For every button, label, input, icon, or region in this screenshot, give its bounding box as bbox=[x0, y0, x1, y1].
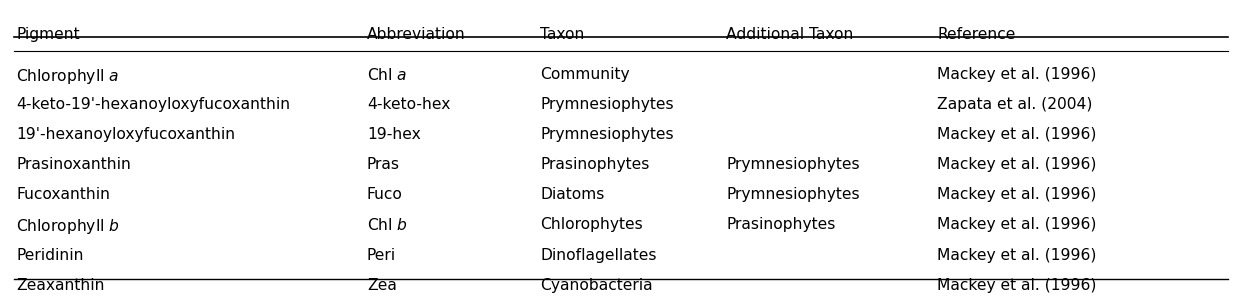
Text: Abbreviation: Abbreviation bbox=[366, 27, 466, 42]
Text: Chl $\mathit{b}$: Chl $\mathit{b}$ bbox=[366, 218, 407, 234]
Text: Prymnesiophytes: Prymnesiophytes bbox=[540, 127, 674, 142]
Text: Chlorophytes: Chlorophytes bbox=[540, 218, 643, 232]
Text: Peridinin: Peridinin bbox=[16, 247, 83, 263]
Text: Reference: Reference bbox=[936, 27, 1016, 42]
Text: Peri: Peri bbox=[366, 247, 396, 263]
Text: Fucoxanthin: Fucoxanthin bbox=[16, 187, 111, 202]
Text: Mackey et al. (1996): Mackey et al. (1996) bbox=[936, 278, 1097, 292]
Text: Additional Taxon: Additional Taxon bbox=[727, 27, 853, 42]
Text: Taxon: Taxon bbox=[540, 27, 585, 42]
Text: Zeaxanthin: Zeaxanthin bbox=[16, 278, 104, 292]
Text: Cyanobacteria: Cyanobacteria bbox=[540, 278, 653, 292]
Text: Prymnesiophytes: Prymnesiophytes bbox=[540, 97, 674, 112]
Text: Diatoms: Diatoms bbox=[540, 187, 605, 202]
Text: Zapata et al. (2004): Zapata et al. (2004) bbox=[936, 97, 1093, 112]
Text: Pigment: Pigment bbox=[16, 27, 79, 42]
Text: Mackey et al. (1996): Mackey et al. (1996) bbox=[936, 157, 1097, 172]
Text: Mackey et al. (1996): Mackey et al. (1996) bbox=[936, 67, 1097, 82]
Text: Pras: Pras bbox=[366, 157, 400, 172]
Text: Fuco: Fuco bbox=[366, 187, 402, 202]
Text: Prasinophytes: Prasinophytes bbox=[540, 157, 650, 172]
Text: Dinoflagellates: Dinoflagellates bbox=[540, 247, 657, 263]
Text: Prymnesiophytes: Prymnesiophytes bbox=[727, 187, 859, 202]
Text: Zea: Zea bbox=[366, 278, 397, 292]
Text: 19-hex: 19-hex bbox=[366, 127, 421, 142]
Text: 19'-hexanoyloxyfucoxanthin: 19'-hexanoyloxyfucoxanthin bbox=[16, 127, 236, 142]
Text: Community: Community bbox=[540, 67, 630, 82]
Text: Prymnesiophytes: Prymnesiophytes bbox=[727, 157, 859, 172]
Text: Prasinoxanthin: Prasinoxanthin bbox=[16, 157, 132, 172]
Text: Prasinophytes: Prasinophytes bbox=[727, 218, 836, 232]
Text: Chl $\mathit{a}$: Chl $\mathit{a}$ bbox=[366, 67, 407, 83]
Text: Mackey et al. (1996): Mackey et al. (1996) bbox=[936, 247, 1097, 263]
Text: Chlorophyll $\mathit{a}$: Chlorophyll $\mathit{a}$ bbox=[16, 67, 119, 86]
Text: Mackey et al. (1996): Mackey et al. (1996) bbox=[936, 218, 1097, 232]
Text: Mackey et al. (1996): Mackey et al. (1996) bbox=[936, 127, 1097, 142]
Text: Mackey et al. (1996): Mackey et al. (1996) bbox=[936, 187, 1097, 202]
Text: 4-keto-hex: 4-keto-hex bbox=[366, 97, 451, 112]
Text: Chlorophyll $\mathit{b}$: Chlorophyll $\mathit{b}$ bbox=[16, 218, 120, 237]
Text: 4-keto-19'-hexanoyloxyfucoxanthin: 4-keto-19'-hexanoyloxyfucoxanthin bbox=[16, 97, 291, 112]
